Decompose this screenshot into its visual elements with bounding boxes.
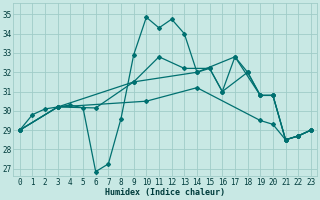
X-axis label: Humidex (Indice chaleur): Humidex (Indice chaleur)	[105, 188, 225, 197]
